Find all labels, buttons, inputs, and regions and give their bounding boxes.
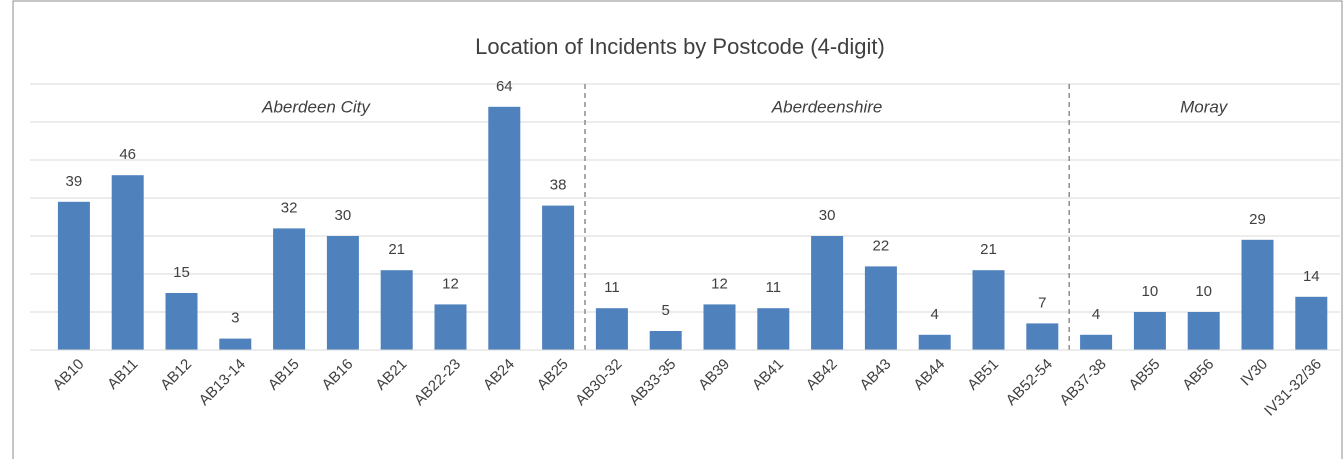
data-label: 4 [1092,306,1100,323]
bar [165,293,198,350]
bar [326,236,359,350]
data-label: 38 [550,177,567,194]
bar [918,334,951,350]
x-tick-label: AB44 [910,356,948,394]
data-label: 46 [119,146,136,163]
bar [380,270,413,350]
data-label: 5 [662,302,670,319]
x-tick-label: AB24 [480,356,518,394]
data-label: 21 [980,241,997,258]
data-label: 21 [388,241,405,258]
x-tick-label: AB51 [964,356,1002,394]
data-label: 64 [496,78,513,95]
bar [434,304,467,350]
bar [595,308,628,350]
x-tick-label: IV30 [1237,356,1271,390]
data-label: 39 [66,173,83,190]
data-label: 11 [766,279,782,296]
bar [649,331,682,350]
group-label: Aberdeen City [261,97,371,116]
bar [1133,312,1166,350]
x-tick-label: AB33-35 [626,356,679,409]
x-tick-label: AB42 [803,356,841,394]
data-label: 14 [1303,268,1320,285]
bar [1080,334,1113,350]
data-label: 15 [173,264,190,281]
x-tick-label: IV31-32/36 [1261,356,1325,420]
x-tick-label: AB25 [534,356,572,394]
bar [1295,296,1328,350]
group-label: Moray [1180,97,1229,116]
x-tick-label: AB15 [265,356,303,394]
bar [542,205,575,350]
data-label: 3 [231,310,239,327]
x-tick-label: AB12 [157,356,195,394]
x-tick-label: AB22-23 [411,356,464,409]
chart-border [12,0,1343,464]
data-label: 10 [1142,283,1159,300]
x-tick-label: AB11 [104,356,141,393]
data-label: 4 [931,306,939,323]
bar [1026,323,1059,350]
bar [1187,312,1220,350]
bar [972,270,1005,350]
x-tick-label: AB30-32 [572,356,625,409]
bar [273,228,306,350]
group-label: Aberdeenshire [771,97,883,116]
data-label: 29 [1249,211,1266,228]
x-tick-label: AB16 [319,356,357,394]
bar [1241,239,1274,350]
data-label: 7 [1038,294,1046,311]
data-label: 32 [281,199,298,216]
bar [219,338,252,350]
data-label: 30 [819,207,836,224]
x-tick-label: AB13-14 [196,356,249,409]
bar [703,304,736,350]
data-label: 12 [711,275,728,292]
x-tick-label: AB37-38 [1056,356,1109,409]
x-tick-label: AB52-54 [1003,356,1056,409]
x-tick-label: AB56 [1179,356,1217,394]
x-tick-label: AB10 [50,356,88,394]
data-label: 10 [1195,283,1212,300]
bar [757,308,790,350]
bar [488,106,521,350]
x-tick-label: AB43 [857,356,895,394]
data-label: 11 [604,279,620,296]
data-label: 22 [873,237,890,254]
bar [811,236,844,350]
x-tick-label: AB39 [695,356,733,394]
bar [57,201,90,350]
bar [864,266,897,350]
data-label: 30 [335,207,352,224]
x-tick-label: AB41 [749,356,787,394]
data-label: 12 [442,275,459,292]
x-tick-label: AB55 [1126,356,1164,394]
x-tick-label: AB21 [372,356,410,394]
chart-title: Location of Incidents by Postcode (4-dig… [475,34,885,59]
bar [111,175,144,350]
